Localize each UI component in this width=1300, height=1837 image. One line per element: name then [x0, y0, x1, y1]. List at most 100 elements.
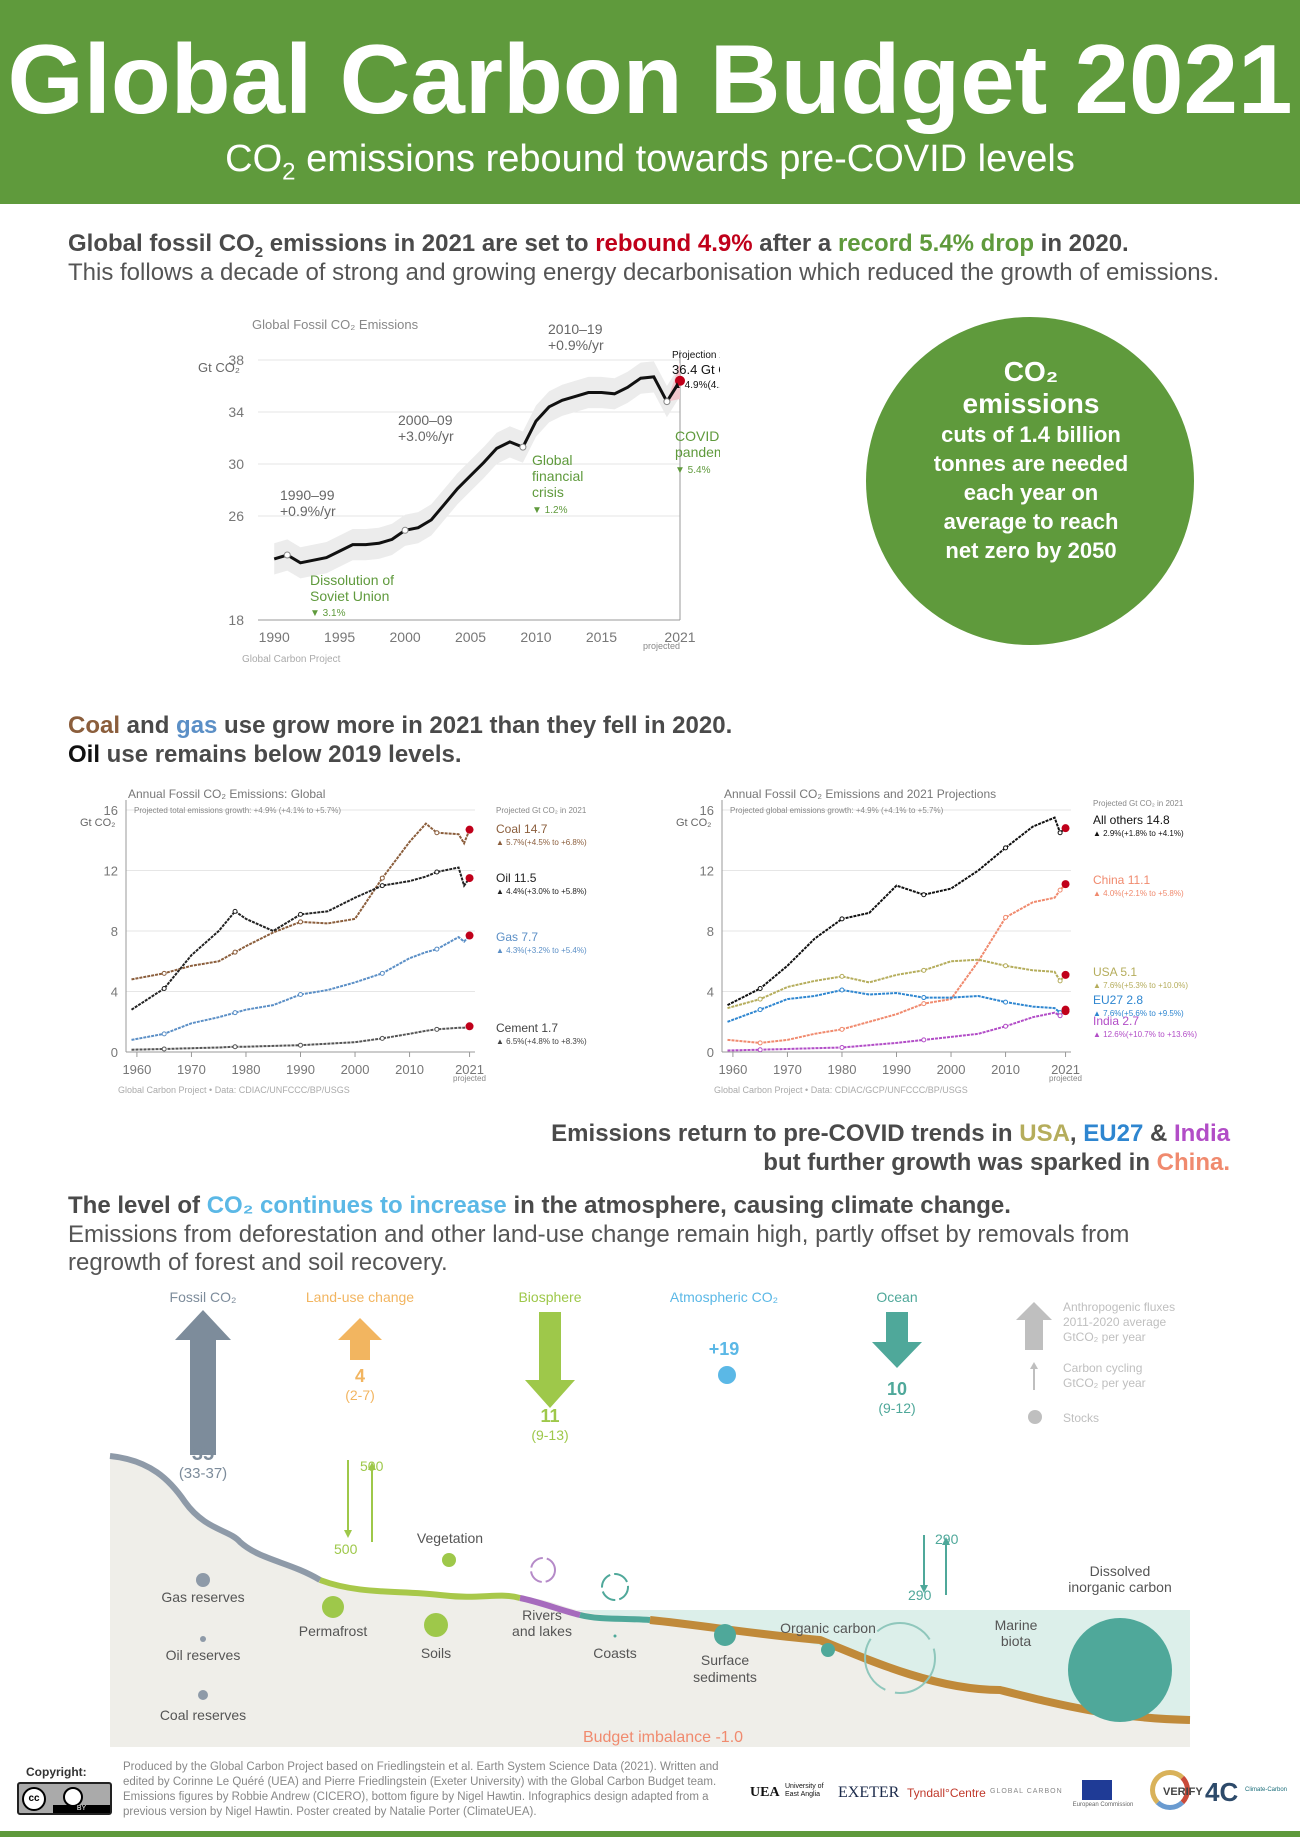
chart2-oil-point [434, 869, 440, 875]
surface-label-a: Surface [701, 1652, 749, 1668]
logo-gcp: GLOBAL CARBON [990, 1788, 1063, 1795]
chart2-cement-projection-point [465, 1022, 474, 1031]
atmosphere-value: +19 [709, 1339, 740, 1359]
logo-4c: 4C [1205, 1777, 1239, 1807]
legend-coal-growth: ▲ 5.7%(+4.5% to +6.8%) [496, 838, 587, 847]
chart3-eu27-line [727, 988, 1066, 1023]
legend-gas: Gas 7.7 [496, 930, 538, 944]
luc-value: 4 [355, 1366, 365, 1386]
copyright-label: Copyright: [26, 1765, 87, 1779]
legend-china: China 11.1 [1093, 873, 1150, 887]
legend-others-growth: ▲ 2.9%(+1.8% to +4.1%) [1093, 829, 1184, 838]
chart1-event-point [401, 526, 409, 534]
chart1-event-point [283, 551, 291, 559]
footer-bar [0, 1831, 1300, 1837]
legend-eu27: EU27 2.8 [1093, 993, 1143, 1007]
ocean-value: 10 [887, 1379, 907, 1399]
soils-label: Soils [421, 1645, 451, 1661]
dissolved-label-a: Dissolved [1090, 1563, 1151, 1579]
soils-dot [424, 1613, 448, 1637]
marine-label-a: Marine [995, 1617, 1038, 1633]
chart3-others-point [839, 916, 845, 922]
chart3-india-line [727, 1010, 1067, 1052]
chart1-title: Global Fossil CO₂ Emissions [252, 317, 419, 332]
ocean-label: Ocean [876, 1289, 917, 1305]
cc-icon: cc [22, 1787, 46, 1811]
surface-sediments-dot [714, 1624, 736, 1646]
vegetation-label: Vegetation [417, 1530, 483, 1546]
intro-headline: Global fossil CO2 emissions in 2021 are … [68, 230, 1129, 261]
legend-anthro-c: GtCO₂ per year [1063, 1330, 1146, 1344]
chart2-gas-projection-point [465, 931, 474, 940]
biosphere-value: 11 [540, 1406, 559, 1426]
fuel-emissions-chart: 0 4 8 12 16 1960 1970 1980 1990 2000 2010 2021 Annu… [80, 787, 587, 1095]
chart1-ytick-label: 34 [228, 404, 244, 420]
oil-reserves-label: Oil reserves [166, 1647, 241, 1663]
chart2-coal-point [434, 830, 440, 836]
chart3-china-point [839, 1026, 845, 1032]
legend-china-growth: ▲ 4.0%(+2.1% to +5.8%) [1093, 889, 1184, 898]
luc-range: (2-7) [345, 1387, 375, 1403]
fuel-emissions-plot: 0 4 8 12 16 1960 1970 1980 1990 2000 2010 2021 [104, 800, 484, 1077]
chart3-usa-point [757, 996, 763, 1002]
legend-coal: Coal 14.7 [496, 822, 548, 836]
chart3-china-line [727, 883, 1067, 1044]
chart1-xtick-label: 2015 [586, 629, 617, 645]
soviet-drop: ▼ 3.1% [310, 608, 346, 619]
land-up-value: 500 [360, 1458, 384, 1474]
chart3-legend-title: Projected Gt CO₂ in 2021 [1093, 799, 1184, 808]
chart3-xtick-label: 1960 [718, 1062, 747, 1077]
rivers-label-a: Rivers [522, 1607, 562, 1623]
landuse-text: Emissions from deforestation and other l… [68, 1221, 1130, 1276]
legend-cement-growth: ▲ 6.5%(+4.8% to +8.3%) [496, 1037, 587, 1046]
ann-2010-19-rate: +0.9%/yr [548, 337, 604, 353]
chart3-usa-point [839, 973, 845, 979]
chart2-ytick-label: 4 [111, 985, 118, 1000]
atmosphere-stock [718, 1366, 736, 1384]
gfc-label-a: Global [532, 452, 572, 468]
chart2-oil-point [379, 883, 385, 889]
luc-arrow [338, 1318, 382, 1360]
chart2-xtick-label: 1960 [122, 1062, 151, 1077]
chart2-subtitle: Projected total emissions growth: +4.9% … [134, 806, 341, 815]
chart2-ytick-label: 16 [104, 803, 118, 818]
chart3-others-point [757, 985, 763, 991]
chart2-coal-projection-point [465, 825, 474, 834]
chart3-others-line [727, 816, 1067, 1006]
dissolved-label-b: inorganic carbon [1068, 1579, 1172, 1595]
logo-uea-name: University of East Anglia [785, 1783, 824, 1798]
chart2-oil-point [232, 908, 238, 914]
chart3-usa-point [1057, 978, 1063, 984]
page-title: Global Carbon Budget 2021 [7, 24, 1293, 134]
organic-carbon-label: Organic carbon [780, 1620, 876, 1636]
chart2-gas-point [434, 946, 440, 952]
chart1-xtick-label: 2021 [664, 629, 695, 645]
chart3-eu27-point [839, 987, 845, 993]
legend-eu27-growth: ▲ 7.6%(+5.6% to +9.5%) [1093, 1009, 1184, 1018]
chart1-projection-band [666, 362, 680, 402]
chart1-xtick-label: 2010 [520, 629, 551, 645]
chart2-ylabel: Gt CO₂ [80, 817, 115, 829]
budget-imbalance: Budget imbalance -1.0 [583, 1729, 743, 1746]
chart2-cement-line [131, 1025, 470, 1051]
chart3-china-point [921, 1001, 927, 1007]
marine-label-b: biota [1001, 1633, 1032, 1649]
chart1-xtick-label: 2000 [390, 629, 421, 645]
chart1-event-point [519, 443, 527, 451]
covid-label-b: pandemic [675, 444, 720, 460]
chart2-cement-point [434, 1026, 440, 1032]
net-zero-message: CO₂ emissions cuts of 1.4 billion tonnes… [933, 356, 1129, 563]
dissolved-carbon-dot [1068, 1618, 1172, 1722]
fossil-range: (33-37) [179, 1465, 227, 1482]
legend-cycle-b: GtCO₂ per year [1063, 1376, 1146, 1390]
chart3-projected-note: projected [1049, 1074, 1082, 1083]
gfc-drop: ▼ 1.2% [532, 505, 568, 516]
ann-2000-09-period: 2000–09 [398, 412, 453, 428]
oil-reserves-dot [200, 1636, 206, 1642]
chart2-coal-point [232, 949, 238, 955]
chart3-xtick-label: 1990 [882, 1062, 911, 1077]
surface-line [109, 1453, 322, 1583]
net-zero-circle [866, 317, 1194, 645]
chart3-ylabel: Gt CO₂ [676, 817, 711, 829]
chart3-subtitle: Projected global emissions growth: +4.9%… [730, 806, 944, 815]
